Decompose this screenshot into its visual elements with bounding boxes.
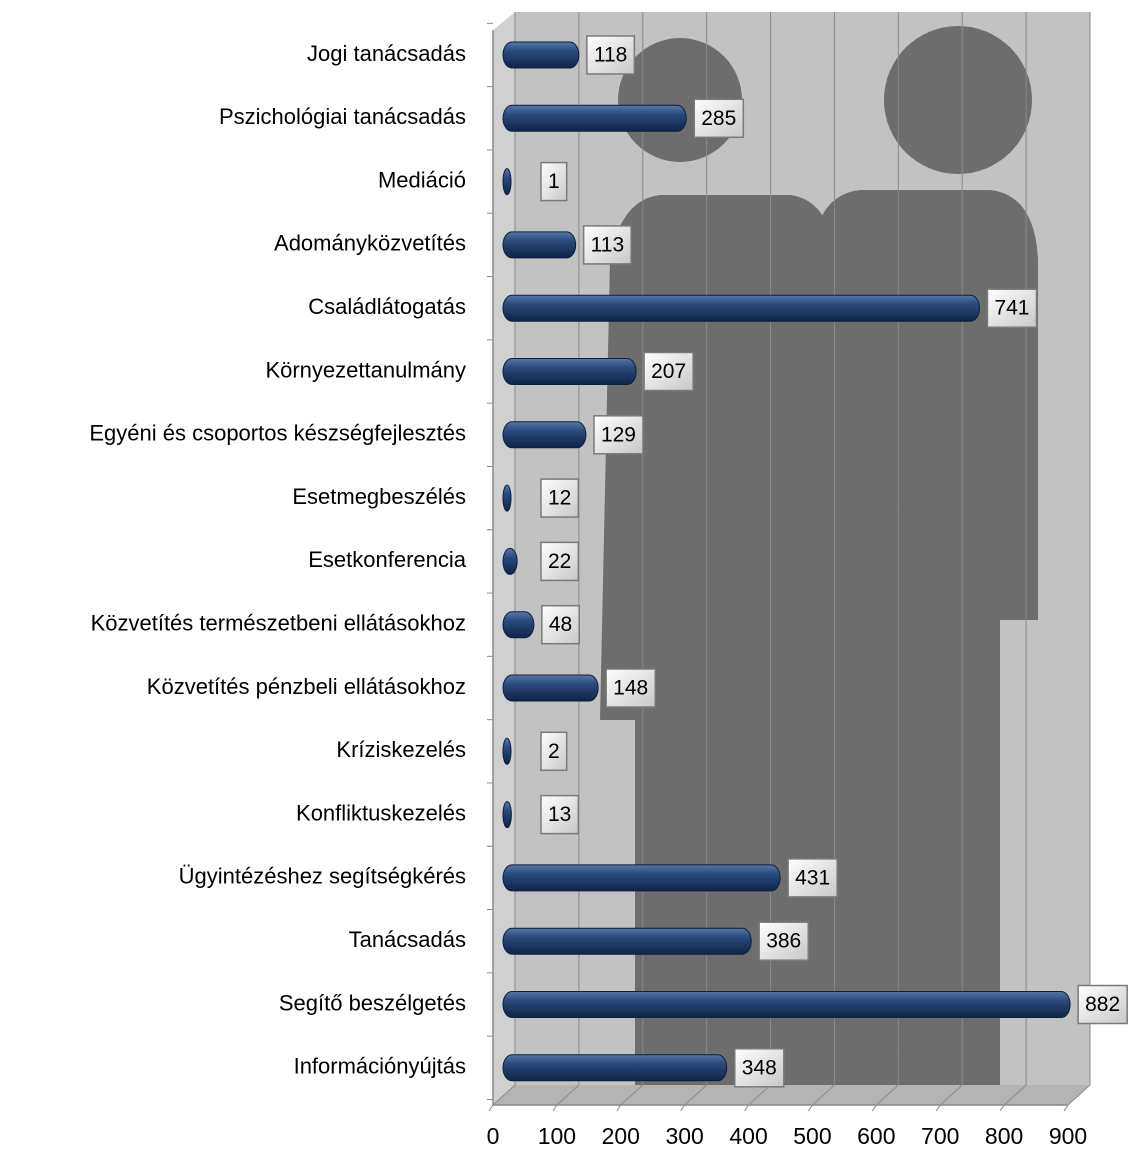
value-label: 741 [994,297,1029,320]
y-tick-label: Információnyújtás [294,1054,466,1079]
value-label: 348 [742,1056,777,1079]
x-tick-label: 0 [487,1123,500,1149]
bar [503,485,511,511]
x-tick [553,1105,557,1111]
bar [503,1055,727,1081]
bar [503,992,1070,1018]
value-label: 1 [548,170,560,193]
value-label: 12 [548,487,571,510]
bar [503,422,586,448]
x-tick-label: 700 [921,1123,959,1149]
x-tick [936,1105,940,1111]
y-tick-label: Adományközvetítés [274,231,466,256]
bar [503,295,979,321]
y-tick-label: Környezettanulmány [265,357,466,382]
value-label: 48 [549,613,572,636]
bar [503,232,576,258]
y-tick-label: Esetmegbeszélés [292,484,466,509]
value-label: 207 [651,360,686,383]
x-tick [872,1105,876,1111]
y-tick-label: Közvetítés természetbeni ellátásokhoz [91,611,466,636]
y-tick-label: Kríziskezelés [336,737,466,762]
y-tick-label: Családlátogatás [308,294,466,319]
x-tick-label: 600 [857,1123,895,1149]
bar [503,738,511,764]
y-tick-label: Segítő beszélgetés [279,990,466,1015]
y-tick-label: Jogi tanácsadás [307,41,466,66]
x-tick-label: 200 [602,1123,640,1149]
value-label: 431 [795,866,830,889]
bar [503,802,511,828]
bar [503,612,534,638]
bar [503,169,511,195]
bar [503,548,517,574]
value-label: 2 [548,740,560,763]
y-tick-label: Tanácsadás [349,927,466,952]
y-tick-label: Ügyintézéshez segítségkérés [179,864,466,889]
y-tick-label: Pszichológiai tanácsadás [219,104,466,129]
value-label: 148 [613,677,648,700]
value-label: 113 [591,233,624,256]
x-tick-label: 400 [729,1123,767,1149]
y-tick-label: Mediáció [378,167,466,192]
bar [503,105,686,131]
bar [503,928,751,954]
x-tick-label: 900 [1049,1123,1087,1149]
y-tick-label: Egyéni és csoportos készségfejlesztés [89,421,466,446]
bar [503,865,780,891]
bar [503,359,636,385]
value-label: 129 [601,423,636,446]
y-tick-label: Közvetítés pénzbeli ellátásokhoz [147,674,466,699]
value-label: 118 [594,44,627,67]
x-tick [1000,1105,1004,1111]
x-tick [681,1105,685,1111]
x-tick [489,1105,493,1111]
y-tick-label: Konfliktuskezelés [296,800,466,825]
chart: 0 100 200 300 400 500 600 700 800 900 Jogi tanácsa… [0,0,1129,1156]
x-tick [808,1105,812,1111]
value-label: 22 [548,550,571,573]
x-tick [617,1105,621,1111]
bar [503,675,598,701]
value-label: 882 [1085,993,1120,1016]
x-tick-label: 100 [538,1123,576,1149]
y-tick-label: Esetkonferencia [308,547,467,572]
x-tick-label: 800 [985,1123,1023,1149]
bar [503,42,579,68]
x-tick [1064,1105,1068,1111]
value-label: 285 [701,107,736,130]
x-tick-label: 500 [793,1123,831,1149]
value-label: 386 [766,930,801,953]
x-tick [745,1105,749,1111]
x-tick-label: 300 [665,1123,703,1149]
value-label: 13 [548,803,571,826]
